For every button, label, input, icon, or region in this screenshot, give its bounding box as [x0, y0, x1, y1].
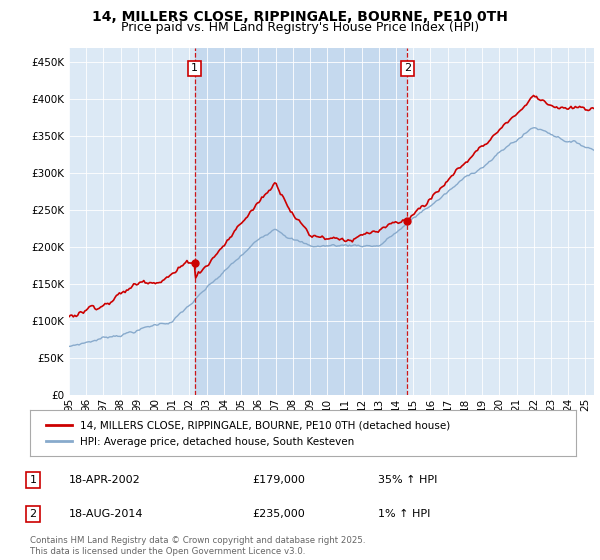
Text: £179,000: £179,000	[252, 475, 305, 485]
Text: 1: 1	[29, 475, 37, 485]
Text: 18-AUG-2014: 18-AUG-2014	[69, 509, 143, 519]
Text: Contains HM Land Registry data © Crown copyright and database right 2025.
This d: Contains HM Land Registry data © Crown c…	[30, 536, 365, 556]
Text: 1: 1	[191, 63, 198, 73]
Text: 1% ↑ HPI: 1% ↑ HPI	[378, 509, 430, 519]
Legend: 14, MILLERS CLOSE, RIPPINGALE, BOURNE, PE10 0TH (detached house), HPI: Average p: 14, MILLERS CLOSE, RIPPINGALE, BOURNE, P…	[41, 415, 456, 452]
Text: Price paid vs. HM Land Registry's House Price Index (HPI): Price paid vs. HM Land Registry's House …	[121, 21, 479, 34]
Text: £235,000: £235,000	[252, 509, 305, 519]
Text: 2: 2	[29, 509, 37, 519]
Bar	[194, 48, 407, 395]
Text: 2: 2	[404, 63, 411, 73]
Text: 18-APR-2002: 18-APR-2002	[69, 475, 141, 485]
Text: 14, MILLERS CLOSE, RIPPINGALE, BOURNE, PE10 0TH: 14, MILLERS CLOSE, RIPPINGALE, BOURNE, P…	[92, 10, 508, 24]
Text: 35% ↑ HPI: 35% ↑ HPI	[378, 475, 437, 485]
